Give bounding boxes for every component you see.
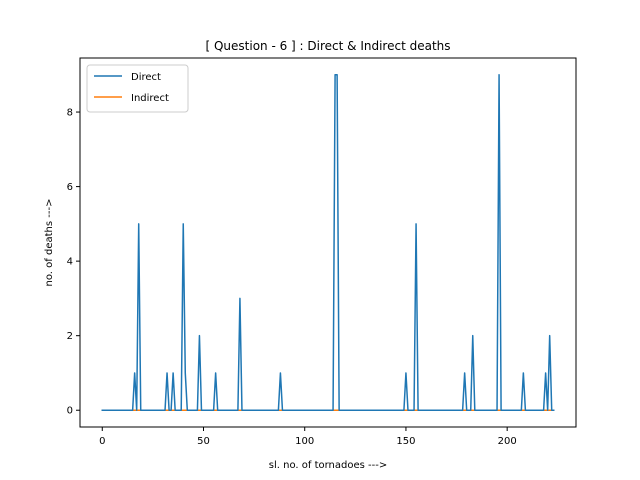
legend-label-indirect: Indirect	[131, 93, 169, 104]
x-tick-label: 200	[498, 436, 517, 447]
x-tick-label: 150	[396, 436, 415, 447]
y-axis-label: no. of deaths --->	[44, 199, 55, 287]
y-tick-label: 2	[67, 331, 73, 342]
x-tick-label: 0	[99, 436, 105, 447]
series-line-direct	[101, 74, 555, 411]
x-tick-label: 100	[295, 436, 314, 447]
y-tick-label: 6	[67, 182, 73, 193]
legend-label-direct: Direct	[131, 72, 161, 83]
y-tick-label: 8	[67, 108, 73, 119]
x-axis-ticks: 0 50 100 150 200	[99, 427, 517, 447]
x-axis-label: sl. no. of tornadoes --->	[269, 460, 387, 471]
y-tick-label: 4	[67, 257, 73, 268]
legend: Direct Indirect	[86, 64, 189, 113]
plot-area	[79, 57, 577, 428]
y-tick-label: 0	[67, 406, 73, 417]
chart-title: [ Question - 6 ] : Direct & Indirect dea…	[205, 39, 450, 53]
y-axis-ticks: 0 2 4 6 8	[67, 108, 80, 417]
x-tick-label: 50	[197, 436, 210, 447]
series-layer	[101, 74, 555, 411]
